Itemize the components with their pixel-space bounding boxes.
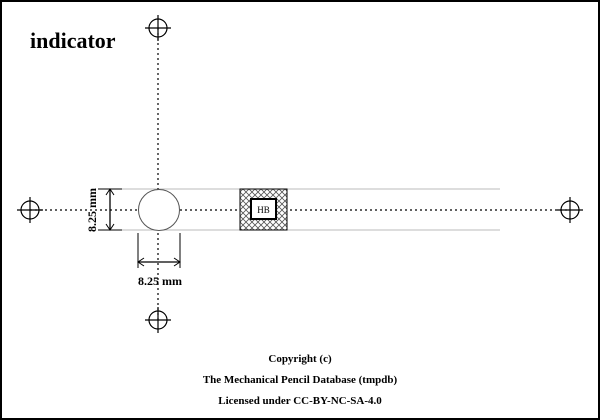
lead-label-box — [250, 198, 277, 220]
indicator-window-circle — [138, 189, 180, 231]
database-line: The Mechanical Pencil Database (tmpdb) — [202, 374, 398, 386]
lead-grade-indicator: HB — [239, 188, 288, 231]
lead-grade-label: HB — [257, 205, 270, 215]
license-line: Licensed under CC-BY-NC-SA-4.0 — [218, 395, 382, 407]
drawing-title: indicator — [30, 28, 116, 53]
registration-mark-top — [145, 15, 171, 41]
vertical-dimension: 8.25 mm — [85, 188, 122, 232]
copyright-line: Copyright (c) — [268, 353, 332, 365]
horizontal-dimension: 8.25 mm — [137, 233, 182, 288]
vertical-dimension-label: 8.25 mm — [85, 188, 99, 232]
horizontal-dimension-label: 8.25 mm — [138, 274, 182, 288]
registration-mark-right — [557, 197, 583, 223]
registration-mark-left — [17, 197, 43, 223]
registration-mark-bottom — [145, 307, 171, 333]
